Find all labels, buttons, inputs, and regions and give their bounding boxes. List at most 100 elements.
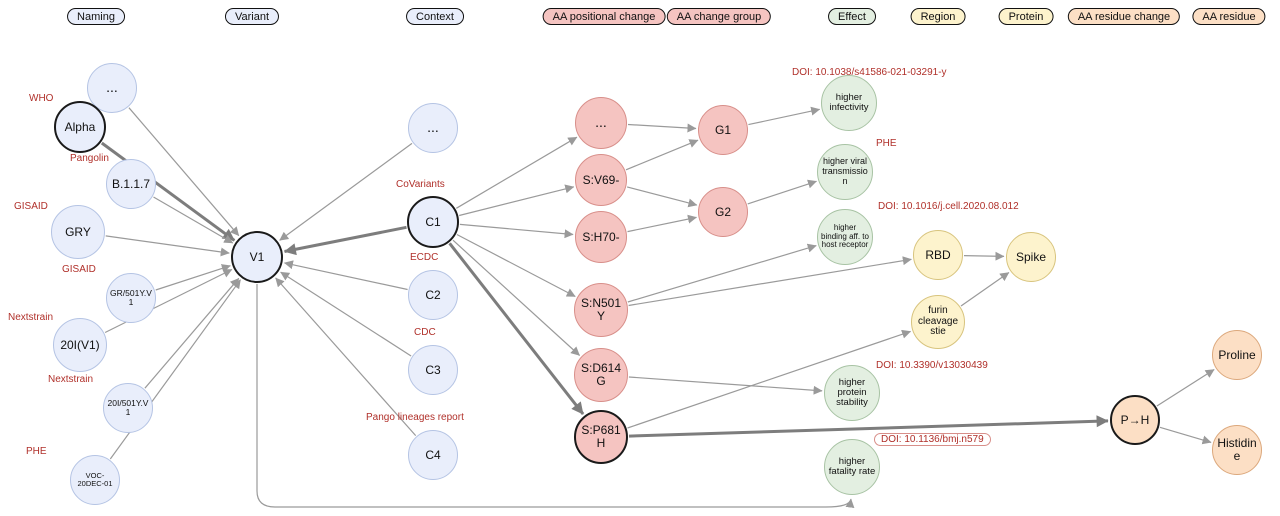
node-sp681h[interactable]: S:P681H <box>574 410 628 464</box>
edge-v1-to-higher-fatality-rate <box>256 284 855 509</box>
node-spike[interactable]: Spike <box>1006 232 1056 282</box>
column-header-effect: Effect <box>828 8 876 25</box>
node-furin-cleavage-site[interactable]: furin cleavage stie <box>911 295 965 349</box>
annotation-doi-10-3390-v13030439: DOI: 10.3390/v13030439 <box>876 360 988 371</box>
edge-c1-to-sv69 <box>459 184 575 217</box>
annotation-doi-10-1136-bmj-n579: DOI: 10.1136/bmj.n579 <box>874 433 991 446</box>
column-header-aa-positional-change: AA positional change <box>542 8 666 25</box>
edge-sn501y-to-rbd <box>628 256 912 307</box>
edge-c1-to-aa-more <box>455 136 578 209</box>
node-label-alpha: Alpha <box>64 119 96 134</box>
annotation-cdc: CDC <box>414 327 436 338</box>
node-label-c4: C4 <box>425 447 441 462</box>
node-label-c1: C1 <box>425 214 441 229</box>
edge-sh70-to-g2 <box>627 214 697 233</box>
node-histidine[interactable]: Histidine <box>1212 425 1262 475</box>
edge-gr501yv1-to-v1 <box>155 264 231 291</box>
node-sv69[interactable]: S:V69- <box>575 154 627 206</box>
node-g2[interactable]: G2 <box>698 187 748 237</box>
node-b117[interactable]: B.1.1.7 <box>106 159 156 209</box>
node-rbd[interactable]: RBD <box>913 230 963 280</box>
node-20i501yv1[interactable]: 20I/501Y.V1 <box>103 383 153 433</box>
annotation-nextstrain: Nextstrain <box>48 374 94 385</box>
edge-sv69-to-g2 <box>626 186 698 208</box>
node-c2[interactable]: C2 <box>408 270 458 320</box>
node-label-sv69: S:V69- <box>582 172 620 187</box>
edge-g2-to-higher-viral-transmission <box>747 179 817 205</box>
node-p-to-h[interactable]: P→H <box>1110 395 1160 445</box>
node-naming-more[interactable]: ... <box>87 63 137 113</box>
node-label-rbd: RBD <box>925 247 951 262</box>
node-label-v1: V1 <box>249 249 265 264</box>
node-label-naming-more: ... <box>106 79 118 96</box>
annotation-doi-10-1016-j-cell-2020-08-012: DOI: 10.1016/j.cell.2020.08.012 <box>878 201 1019 212</box>
annotation-nextstrain: Nextstrain <box>8 312 54 323</box>
node-20iv1[interactable]: 20I(V1) <box>53 318 107 372</box>
node-aa-more[interactable]: ... <box>575 97 627 149</box>
column-header-variant: Variant <box>224 8 280 25</box>
edge-c1-to-sp681h <box>448 242 585 416</box>
node-label-higher-binding: higher binding aff. to host receptor <box>821 223 869 250</box>
node-label-furin-cleavage-site: furin cleavage stie <box>917 304 959 338</box>
node-label-c3: C3 <box>425 362 441 377</box>
edge-c2-to-v1 <box>283 260 408 291</box>
annotation-gisaid: GISAID <box>62 264 96 275</box>
edge-p-to-h-to-proline <box>1156 368 1215 407</box>
node-c3[interactable]: C3 <box>408 345 458 395</box>
node-proline[interactable]: Proline <box>1212 330 1262 380</box>
annotation-pango-lineages-report: Pango lineages report <box>366 412 464 423</box>
annotation-covariants: CoVariants <box>396 179 445 190</box>
edge-aa-more-to-g1 <box>627 123 697 133</box>
node-label-proline: Proline <box>1218 347 1256 362</box>
node-label-aa-more: ... <box>595 114 607 131</box>
edge-sn501y-to-higher-binding <box>627 243 817 303</box>
node-higher-fatality-rate[interactable]: higher fatality rate <box>824 439 880 495</box>
edge-rbd-to-spike <box>963 251 1005 261</box>
node-sn501y[interactable]: S:N501Y <box>574 283 628 337</box>
node-v1[interactable]: V1 <box>231 231 283 283</box>
node-label-20i501yv1: 20I/501Y.V1 <box>107 397 149 417</box>
node-alpha[interactable]: Alpha <box>54 101 106 153</box>
node-label-20iv1: 20I(V1) <box>60 337 100 352</box>
edge-c1-to-sn501y <box>456 233 576 298</box>
node-label-higher-fatality-rate: higher fatality rate <box>828 455 876 477</box>
node-label-gr501yv1: GR/501Y.V1 <box>110 287 152 307</box>
edge-20i501yv1-to-v1 <box>144 277 240 389</box>
node-label-gry: GRY <box>65 224 91 239</box>
node-higher-binding[interactable]: higher binding aff. to host receptor <box>817 209 873 265</box>
node-gry[interactable]: GRY <box>51 205 105 259</box>
node-sd614g[interactable]: S:D614G <box>574 348 628 402</box>
column-headers: Naming Variant Context AA positional change… <box>0 0 1280 30</box>
column-header-region: Region <box>910 8 966 25</box>
node-label-sh70: S:H70- <box>582 229 620 244</box>
node-context-more[interactable]: ... <box>408 103 458 153</box>
node-higher-viral-transmission[interactable]: higher viral transmission <box>817 144 873 200</box>
edge-c1-to-v1 <box>283 225 407 256</box>
edge-p-to-h-to-histidine <box>1159 426 1212 445</box>
node-c4[interactable]: C4 <box>408 430 458 480</box>
edge-gry-to-v1 <box>105 235 230 257</box>
node-c1[interactable]: C1 <box>407 196 459 248</box>
annotation-pangolin: Pangolin <box>70 153 109 164</box>
node-voc20dec01[interactable]: VOC-20DEC-01 <box>70 455 120 505</box>
node-higher-protein-stability[interactable]: higher protein stability <box>824 365 880 421</box>
edge-context-more-to-v1 <box>279 142 413 241</box>
edge-sv69-to-g1 <box>625 139 699 171</box>
node-g1[interactable]: G1 <box>698 105 748 155</box>
column-header-aa-residue-change: AA residue change <box>1067 8 1181 25</box>
edge-sp681h-to-p-to-h <box>628 415 1109 438</box>
node-higher-infectivity[interactable]: higher infectivity <box>821 75 877 131</box>
edge-g1-to-higher-infectivity <box>748 106 821 126</box>
edge-b117-to-v1 <box>153 196 234 244</box>
edge-c4-to-v1 <box>275 277 417 436</box>
node-label-voc20dec01: VOC-20DEC-01 <box>77 470 113 488</box>
node-label-histidine: Histidine <box>1217 436 1257 463</box>
node-label-context-more: ... <box>427 119 439 136</box>
node-gr501yv1[interactable]: GR/501Y.V1 <box>106 273 156 323</box>
column-header-protein: Protein <box>998 8 1054 25</box>
edge-c3-to-v1 <box>280 271 412 357</box>
node-label-sd614g: S:D614G <box>580 361 622 388</box>
node-sh70[interactable]: S:H70- <box>575 211 627 263</box>
